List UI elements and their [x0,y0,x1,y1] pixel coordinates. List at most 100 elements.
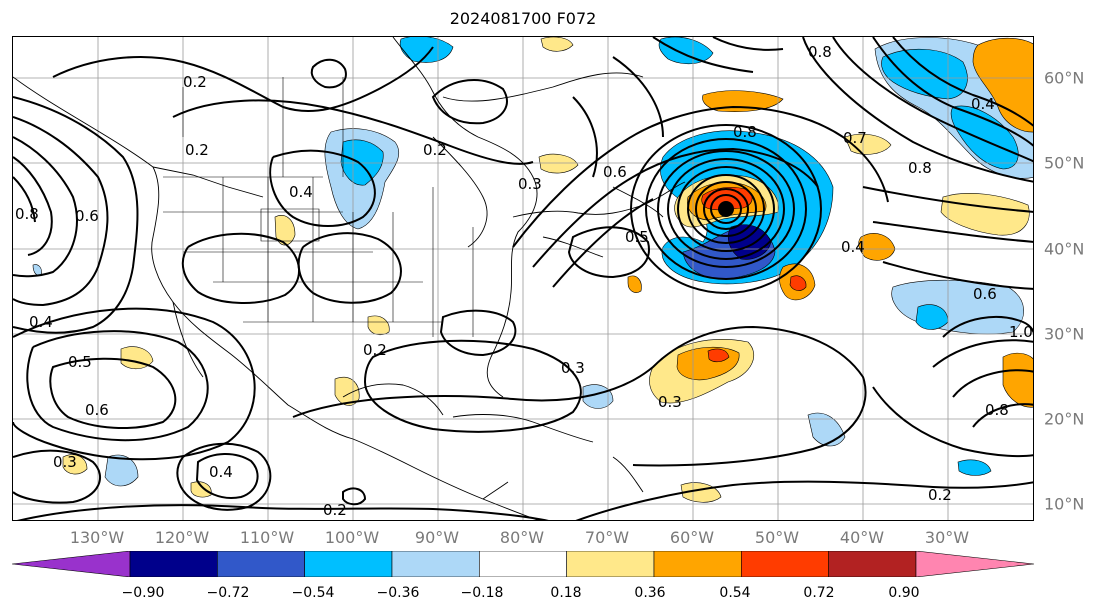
contour-label-0-4-pacific: 0.4 [29,313,53,331]
latitude-labels: 60°N 50°N 40°N 30°N 20°N 10°N [1044,0,1104,540]
colorbar-segment [828,551,917,577]
lon-label-30w: 30°W [924,528,970,547]
lat-label-10n: 10°N [1044,494,1085,514]
contour-label-0-4-rockies: 0.4 [289,183,313,201]
contour-label-0-6-east: 0.6 [973,285,997,303]
shade-yellow-lakes [538,153,579,174]
shade-yellow-pacific-3 [190,481,212,498]
contour-label-0-2-hudson: 0.2 [423,141,447,159]
shade-yellow-hudson [540,37,574,52]
contour-label-0-5-pacific: 0.5 [68,353,92,371]
colorbar-segment [217,551,305,577]
contour-label-0-6-labrador: 0.6 [603,163,627,181]
contour-label-0-3-atlantic-2: 0.3 [658,393,682,411]
contour-label-0-4-hawaii: 0.4 [209,463,233,481]
colorbar-segment [304,551,393,577]
shade-blue-hudson [399,37,454,63]
shade-red-mid-atlantic [789,275,807,291]
contour-label-0-5-atlantic: 0.5 [625,228,649,246]
lat-label-30n: 30°N [1044,324,1085,344]
colorbar-segment [479,551,567,577]
colorbar-segment [741,551,829,577]
contour-lines [13,37,1033,520]
lat-label-40n: 40°N [1044,239,1085,259]
shade-yellow-rockies [274,215,296,246]
colorbar-tick-label: −0.18 [460,585,504,601]
colorbar-tick-labels: −0.90 −0.72 −0.54 −0.36 −0.18 0.18 0.36 … [0,585,1105,605]
map-panel: 0.2 0.2 0.2 0.2 0.2 0.2 0.3 0.3 0.3 0.3 … [12,36,1034,521]
contour-label-layer: 0.2 0.2 0.2 0.2 0.2 0.2 0.3 0.3 0.3 0.3 … [15,43,1033,519]
contour-label-1-0-east: 1.0 [1009,323,1033,341]
colorbar-segment [566,551,655,577]
colorbar-extend-min [12,551,131,577]
map-title: 2024081700 F072 [449,9,597,28]
lon-label-120w: 120°W [154,528,210,547]
lon-label-130w: 130°W [69,528,125,547]
graticule [13,37,1033,520]
contour-label-0-4-greenland: 0.4 [971,95,995,113]
colorbar-tick-label: 0.36 [634,585,666,601]
shade-orange-right-edge [1002,352,1033,408]
colorbar-tick-label: 0.72 [803,585,835,601]
lat-label-50n: 50°N [1044,153,1085,173]
colorbar-tick-label: −0.72 [206,585,250,601]
lat-label-60n: 60°N [1044,68,1085,88]
shade-yellow-east [940,193,1030,236]
shade-blue-plains-core [340,139,384,186]
colorbar-segment [653,551,742,577]
contour-label-0-8-labrador: 0.8 [733,123,757,141]
shade-blue-pacific-2 [32,264,42,276]
lat-label-20n: 20°N [1044,409,1085,429]
longitude-labels: 130°W 120°W 110°W 100°W 90°W 80°W 70°W 6… [0,528,1105,550]
shade-blue-tropic-2 [807,412,846,447]
contour-label-0-6-pacific: 0.6 [75,207,99,225]
shade-yellow-east-small [627,275,642,293]
contour-label-0-8-east: 0.8 [908,159,932,177]
contour-label-0-8-greenland: 0.8 [808,43,832,61]
shade-red-subtropic [707,348,730,363]
state-borders [163,77,474,337]
lon-label-100w: 100°W [324,528,380,547]
shade-blue-labrador [658,37,714,65]
lon-label-60w: 60°W [669,528,715,547]
shade-orange-east-blob [858,233,896,261]
shade-cyan-east [950,105,1019,170]
colorbar-tick-label: 0.54 [719,585,751,601]
colorbar-tick-label: 0.90 [888,585,920,601]
shade-yellow-atl-n2 [844,133,892,155]
contour-label-0-7-atlantic: 0.7 [843,129,867,147]
colorbar [12,551,1035,577]
shade-blue-tropic-3 [957,459,992,476]
colorbar-segment [129,551,218,577]
shade-blue-pacific [104,454,139,487]
shade-orange-top-right [972,37,1033,133]
lon-label-80w: 80°W [499,528,545,547]
lon-label-40w: 40°W [839,528,885,547]
colorbar-tick-label: −0.36 [376,585,420,601]
contour-label-0-3-atlantic: 0.3 [561,359,585,377]
lon-label-70w: 70°W [584,528,630,547]
colorbar-tick-label: −0.90 [121,585,165,601]
lon-label-50w: 50°W [754,528,800,547]
lon-label-90w: 90°W [414,528,460,547]
contour-label-0-4-newfoundland: 0.4 [841,238,865,256]
contour-label-0-2-gulf: 0.2 [363,341,387,359]
contour-label-0-2-south: 0.2 [323,501,347,519]
colorbar-tick-label: −0.54 [291,585,335,601]
cyclone-center-marker [718,201,734,217]
map-canvas: 0.2 0.2 0.2 0.2 0.2 0.2 0.3 0.3 0.3 0.3 … [13,37,1033,520]
contour-label-0-2-atlantic-south: 0.2 [928,486,952,504]
contour-label-0-3-west: 0.3 [53,453,77,471]
contour-label-0-3-lakes: 0.3 [518,175,542,193]
colorbar-extend-max [915,551,1035,577]
contour-label-0-2-pacific: 0.2 [185,141,209,159]
colorbar-tick-label: 0.18 [550,585,582,601]
shade-yellow-pacific-2 [62,454,88,475]
contour-label-0-8-pacific: 0.8 [15,205,39,223]
lon-label-110w: 110°W [239,528,295,547]
contour-label-0-8-far-east: 0.8 [985,401,1009,419]
contour-label-0-6-pacific-2: 0.6 [85,401,109,419]
shade-yellow-gulf [367,315,390,336]
contour-label-0-2-north: 0.2 [183,73,207,91]
colorbar-segment [391,551,480,577]
